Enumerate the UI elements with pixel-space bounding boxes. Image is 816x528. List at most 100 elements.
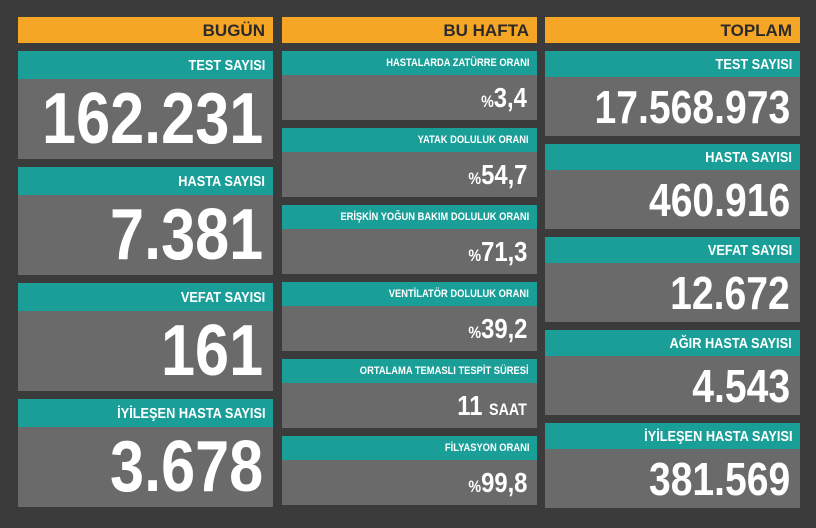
stat-value: 12.672 [545, 263, 800, 322]
column-header: TOPLAM [545, 17, 800, 43]
value-number: 7.381 [109, 195, 263, 275]
stat-label: FİLYASYON ORANI [282, 436, 537, 460]
stat-value: 381.569 [545, 449, 800, 508]
stat-card: İYİLEŞEN HASTA SAYISI 3.678 [18, 399, 273, 507]
stat-card: YATAK DOLULUK ORANI %54,7 [282, 128, 537, 197]
column: BU HAFTA HASTALARDA ZATÜRRE ORANI %3,4 YATA… [282, 17, 537, 505]
value-number: 162.231 [41, 79, 263, 159]
stat-value-text: %99,8 [468, 467, 527, 499]
stat-value-text: 161 [161, 311, 263, 391]
value-prefix: % [467, 322, 481, 342]
value-prefix: % [467, 245, 481, 265]
stat-label: YATAK DOLULUK ORANI [282, 128, 537, 152]
stat-value-text: 162.231 [42, 79, 263, 159]
stat-card: ERİŞKİN YOĞUN BAKIM DOLULUK ORANI %71,3 [282, 205, 537, 274]
stat-label-text: ERİŞKİN YOĞUN BAKIM DOLULUK ORANI [340, 211, 529, 223]
stat-card: İYİLEŞEN HASTA SAYISI 381.569 [545, 423, 800, 508]
stat-label-text: ORTALAMA TEMASLI TESPİT SÜRESİ [360, 365, 529, 377]
stat-value: 7.381 [18, 195, 273, 275]
stat-label: HASTALARDA ZATÜRRE ORANI [282, 51, 537, 75]
stat-label-text: TEST SAYISI [188, 57, 265, 74]
column: BUGÜN TEST SAYISI 162.231 HASTA SAYISI 7.381… [18, 17, 273, 507]
value-number: 39,2 [480, 312, 527, 344]
stat-card: VEFAT SAYISI 12.672 [545, 237, 800, 322]
stat-value-text: %54,7 [468, 159, 527, 191]
stat-value-text: 381.569 [649, 452, 790, 506]
stat-value-text: 12.672 [670, 266, 790, 320]
stat-value: 161 [18, 311, 273, 391]
stat-label-text: HASTA SAYISI [705, 149, 792, 166]
stat-value-text: %39,2 [468, 313, 527, 345]
column-header: BUGÜN [18, 17, 273, 43]
stat-label-text: İYİLEŞEN HASTA SAYISI [643, 428, 792, 445]
stat-label: VEFAT SAYISI [545, 237, 800, 263]
stat-value: 3.678 [18, 427, 273, 507]
stat-value-text: 460.916 [649, 173, 790, 227]
stat-card: FİLYASYON ORANI %99,8 [282, 436, 537, 505]
value-number: 12.672 [670, 266, 790, 319]
stat-value-text: %3,4 [481, 82, 527, 114]
stat-value: %39,2 [282, 306, 537, 351]
column: TOPLAM TEST SAYISI 17.568.973 HASTA SAYISI 4… [545, 17, 800, 508]
stat-value-text: 7.381 [110, 195, 263, 275]
stat-label: İYİLEŞEN HASTA SAYISI [545, 423, 800, 449]
value-suffix: SAAT [489, 399, 527, 419]
value-number: 11 [457, 389, 483, 421]
stat-card: HASTALARDA ZATÜRRE ORANI %3,4 [282, 51, 537, 120]
stat-label-text: HASTA SAYISI [178, 173, 265, 190]
stat-label-text: VEFAT SAYISI [180, 289, 265, 306]
stat-label-text: VEFAT SAYISI [707, 242, 792, 259]
stat-label: İYİLEŞEN HASTA SAYISI [18, 399, 273, 427]
stat-card: VEFAT SAYISI 161 [18, 283, 273, 391]
value-number: 3.678 [109, 427, 263, 507]
value-number: 54,7 [480, 158, 527, 190]
stat-label: TEST SAYISI [18, 51, 273, 79]
stat-value: 4.543 [545, 356, 800, 415]
value-number: 381.569 [648, 452, 790, 505]
stat-value: %54,7 [282, 152, 537, 197]
stat-card: ORTALAMA TEMASLI TESPİT SÜRESİ 11 SAAT [282, 359, 537, 428]
stat-value-text: 17.568.973 [594, 80, 790, 134]
stat-card: AĞIR HASTA SAYISI 4.543 [545, 330, 800, 415]
stat-card: HASTA SAYISI 7.381 [18, 167, 273, 275]
value-number: 17.568.973 [594, 80, 790, 133]
stat-label: AĞIR HASTA SAYISI [545, 330, 800, 356]
column-header: BU HAFTA [282, 17, 537, 43]
value-number: 99,8 [480, 466, 527, 498]
value-number: 71,3 [480, 235, 527, 267]
stat-value-text: 4.543 [692, 359, 790, 413]
stat-label-text: İYİLEŞEN HASTA SAYISI [116, 405, 265, 422]
stat-value-text: %71,3 [468, 236, 527, 268]
stat-label-text: HASTALARDA ZATÜRRE ORANI [385, 57, 529, 69]
stat-label-text: VENTİLATÖR DOLULUK ORANI [388, 288, 529, 300]
value-number: 4.543 [692, 359, 790, 412]
value-prefix: % [467, 168, 481, 188]
stat-label: HASTA SAYISI [18, 167, 273, 195]
stat-value: %3,4 [282, 75, 537, 120]
stat-value-text: 3.678 [110, 427, 263, 507]
stat-value: 11 SAAT [282, 383, 537, 428]
stat-value-text: 11 SAAT [457, 390, 527, 422]
stat-label-text: AĞIR HASTA SAYISI [669, 335, 792, 352]
stat-value: 162.231 [18, 79, 273, 159]
stat-label: HASTA SAYISI [545, 144, 800, 170]
value-number: 3,4 [493, 81, 527, 113]
value-prefix: % [467, 476, 481, 496]
stat-label: VENTİLATÖR DOLULUK ORANI [282, 282, 537, 306]
stat-label-text: TEST SAYISI [715, 56, 792, 73]
stat-value: %71,3 [282, 229, 537, 274]
stat-card: TEST SAYISI 162.231 [18, 51, 273, 159]
stat-label: ERİŞKİN YOĞUN BAKIM DOLULUK ORANI [282, 205, 537, 229]
stat-card: TEST SAYISI 17.568.973 [545, 51, 800, 136]
stat-card: HASTA SAYISI 460.916 [545, 144, 800, 229]
stat-label: VEFAT SAYISI [18, 283, 273, 311]
stat-label: ORTALAMA TEMASLI TESPİT SÜRESİ [282, 359, 537, 383]
stat-label-text: YATAK DOLULUK ORANI [418, 134, 529, 146]
stat-label-text: FİLYASYON ORANI [444, 442, 529, 454]
value-number: 161 [160, 311, 263, 391]
stat-label: TEST SAYISI [545, 51, 800, 77]
stat-value: 17.568.973 [545, 77, 800, 136]
stat-card: VENTİLATÖR DOLULUK ORANI %39,2 [282, 282, 537, 351]
stat-value: %99,8 [282, 460, 537, 505]
